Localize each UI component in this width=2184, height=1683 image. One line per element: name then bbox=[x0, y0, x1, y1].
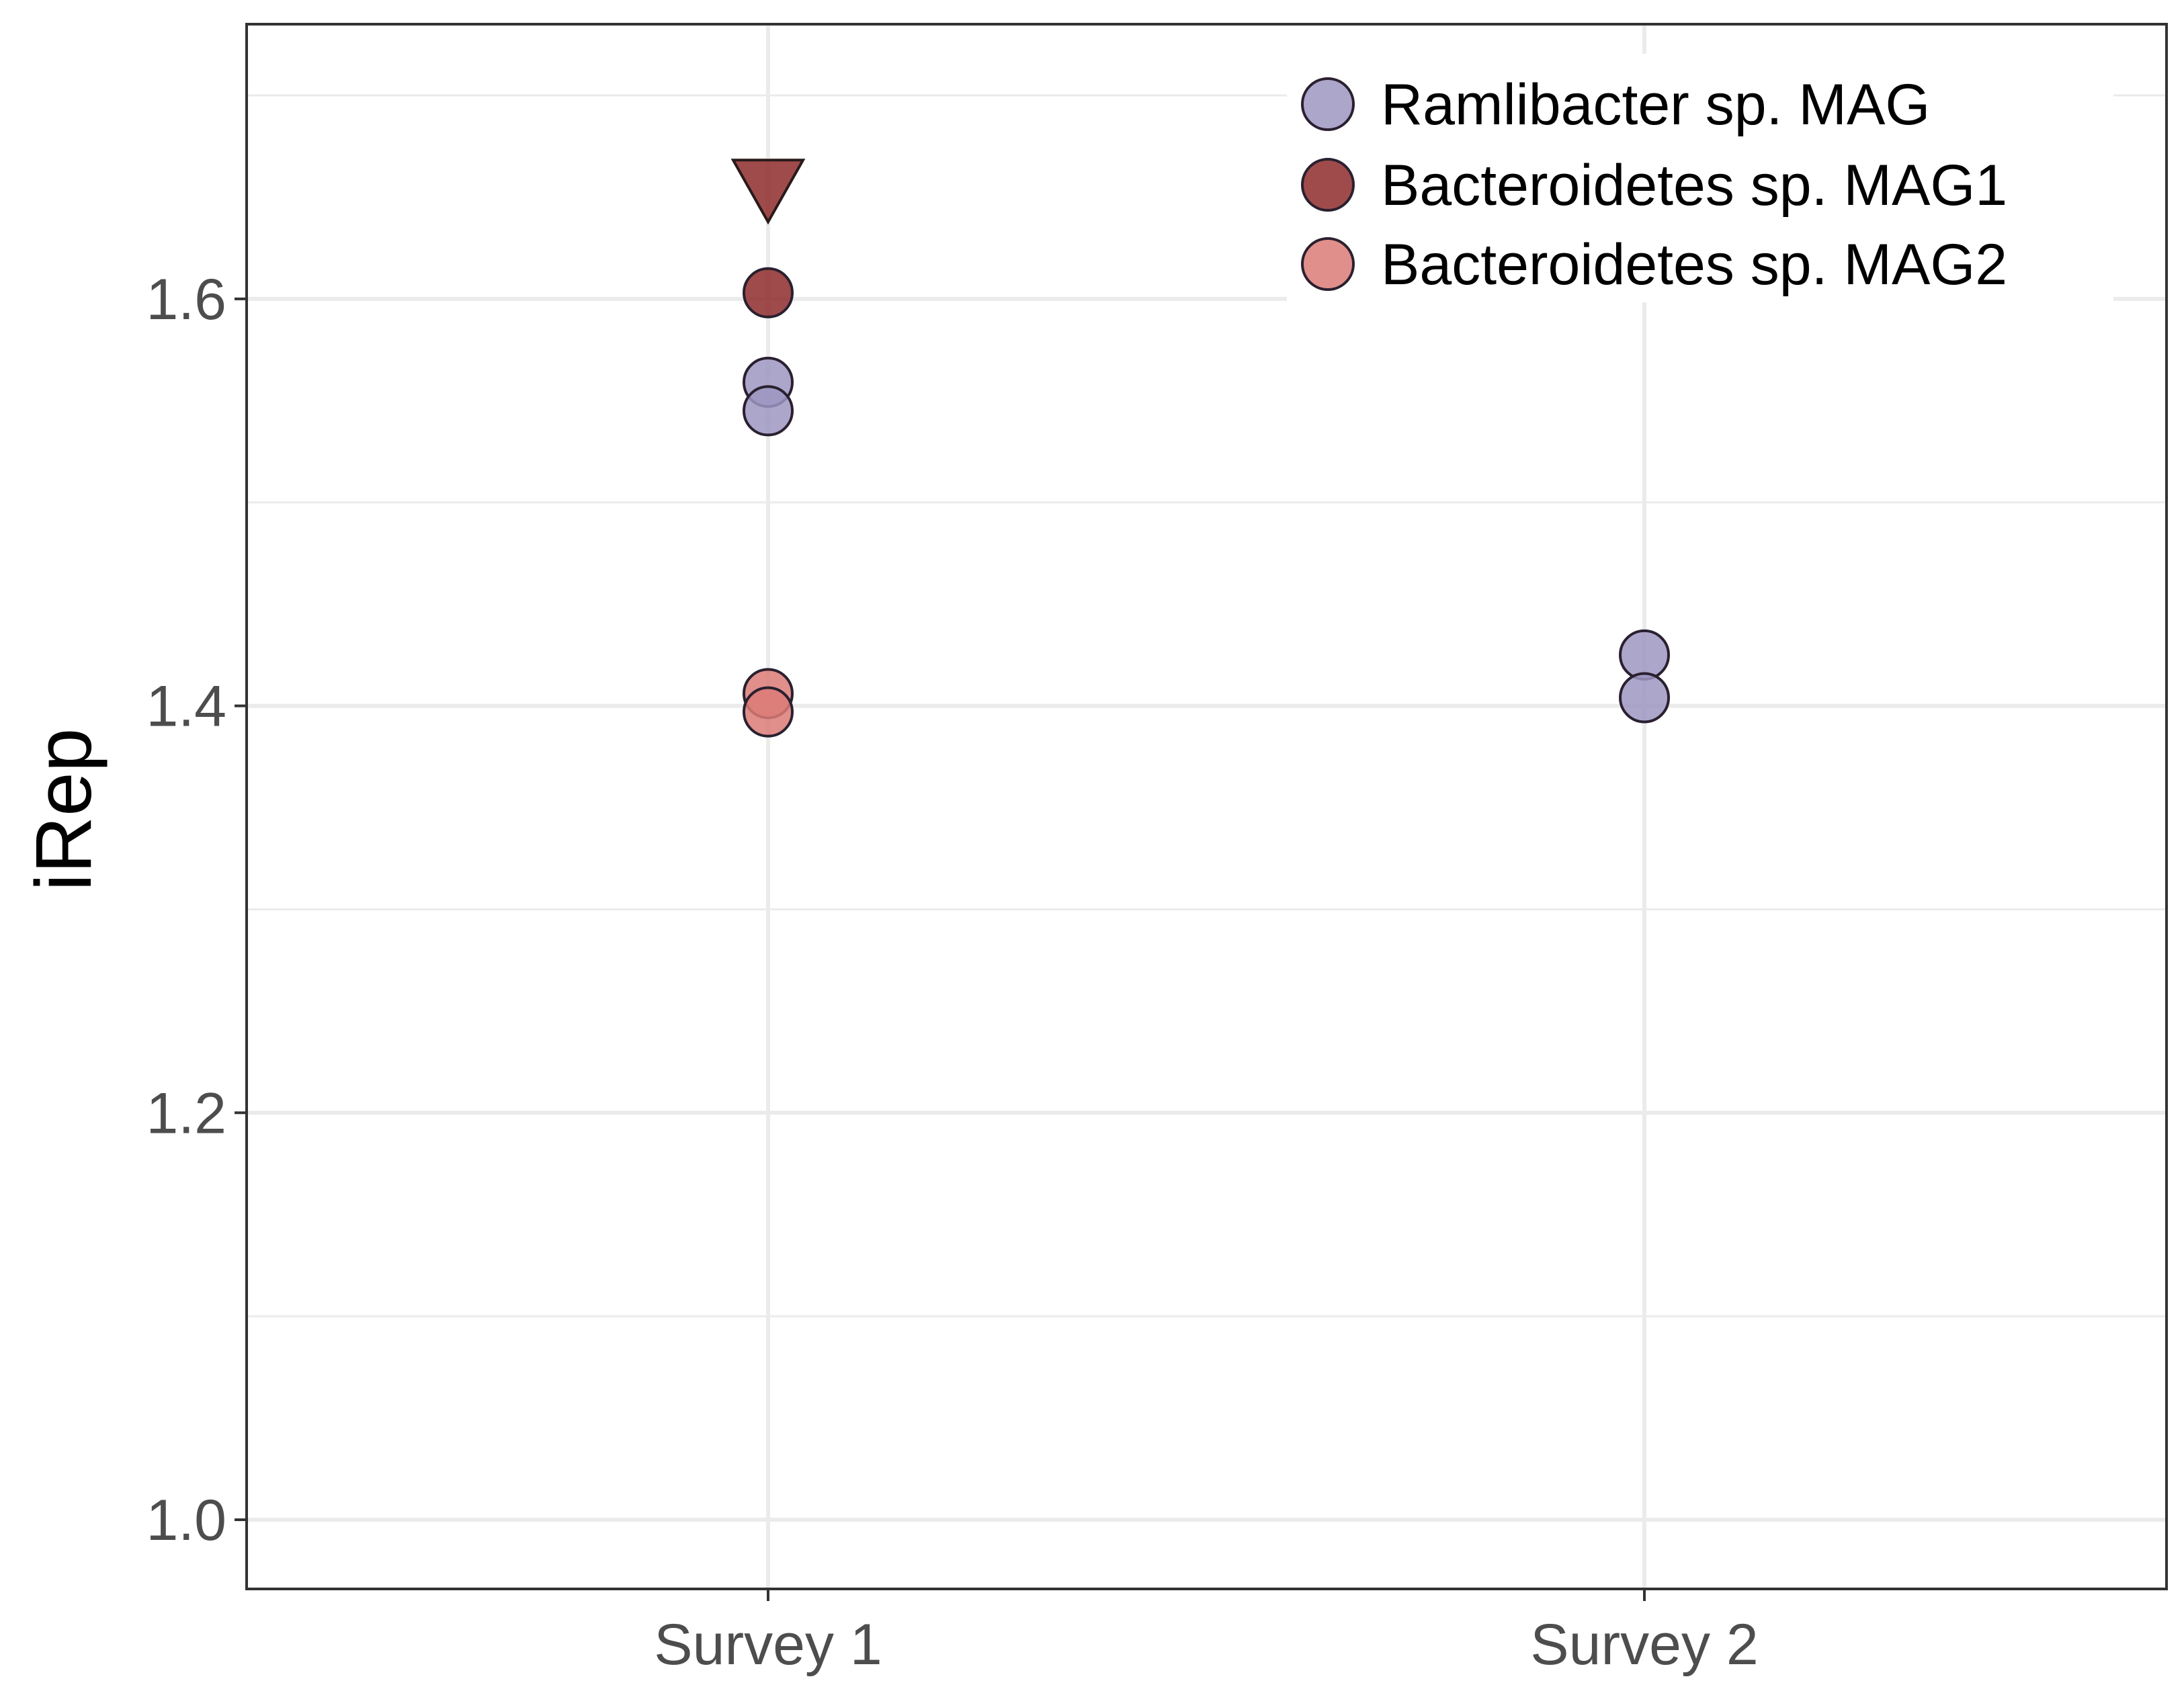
data-point bbox=[1619, 672, 1670, 724]
y-tick-label: 1.4 bbox=[146, 675, 226, 739]
data-point bbox=[743, 686, 794, 738]
panel-border bbox=[245, 23, 2168, 1590]
legend-label: Bacteroidetes sp. MAG2 bbox=[1381, 232, 2007, 297]
legend-label: Ramlibacter sp. MAG bbox=[1381, 73, 1930, 137]
y-tick-label: 1.6 bbox=[146, 267, 226, 332]
data-point bbox=[1619, 629, 1670, 681]
legend-background bbox=[1287, 54, 2113, 302]
y-tick-label: 1.0 bbox=[146, 1488, 226, 1553]
legend: Ramlibacter sp. MAG Bacteroidetes sp. MAG… bbox=[1287, 54, 2113, 302]
data-point bbox=[743, 385, 794, 437]
data-points bbox=[730, 159, 1670, 738]
legend-label: Bacteroidetes sp. MAG1 bbox=[1381, 153, 2007, 218]
y-axis-title: iRep bbox=[19, 728, 108, 892]
legend-key bbox=[1301, 158, 1355, 212]
legend-key bbox=[1301, 237, 1355, 291]
y-tick-label: 1.2 bbox=[146, 1081, 226, 1146]
axes: 1.0 1.2 1.4 1.6 Survey 1 Survey 2 bbox=[146, 267, 1758, 1677]
data-point bbox=[743, 267, 794, 318]
data-point-triangle bbox=[730, 159, 806, 225]
x-tick-label: Survey 1 bbox=[654, 1612, 882, 1677]
x-tick-label: Survey 2 bbox=[1530, 1612, 1758, 1677]
legend-key bbox=[1301, 77, 1355, 131]
